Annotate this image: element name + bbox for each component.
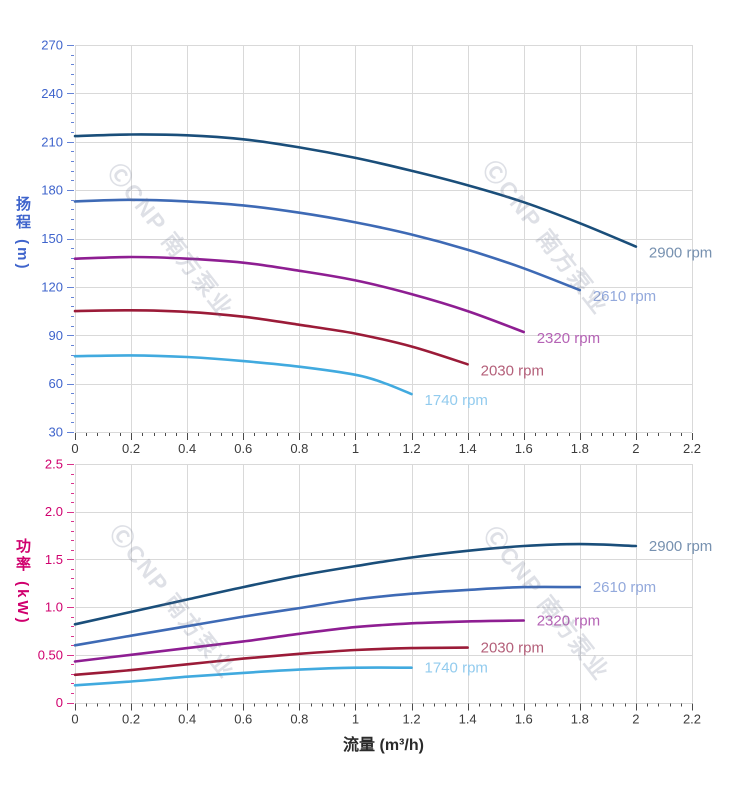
curve-label-2320-rpm: 2320 rpm xyxy=(537,612,600,629)
y-tick-label: 180 xyxy=(41,183,63,198)
y-tick-label: 90 xyxy=(49,328,63,343)
x-tick-label: 0.2 xyxy=(122,712,140,727)
curve-label-2900-rpm: 2900 rpm xyxy=(649,245,712,262)
head-curve-2320-rpm xyxy=(73,255,525,334)
x-tick-label: 0.6 xyxy=(234,712,252,727)
x-tick-label: 1.6 xyxy=(515,441,533,456)
y-axis-ticks xyxy=(67,45,74,433)
x-tick-label: 1.8 xyxy=(571,712,589,727)
x-tick-label: 0.6 xyxy=(234,441,252,456)
y-tick-label: 150 xyxy=(41,231,63,246)
y-tick-label: 1.5 xyxy=(45,552,63,567)
power-curve-2610-rpm xyxy=(73,585,582,647)
head-curve-2610-rpm xyxy=(73,198,582,292)
x-tick-label: 1.4 xyxy=(459,712,477,727)
y-tick-label: 210 xyxy=(41,134,63,149)
y-tick-label: 0.50 xyxy=(38,647,63,662)
y-tick-label: 240 xyxy=(41,86,63,101)
x-tick-label: 0 xyxy=(71,712,78,727)
power-curve-1740-rpm xyxy=(73,666,413,687)
x-tick-label: 2.2 xyxy=(683,441,701,456)
curve-label-2030-rpm: 2030 rpm xyxy=(481,640,544,657)
flow-axis-title: 流量 (m³/h) xyxy=(343,737,424,754)
x-tick-label: 0.8 xyxy=(290,441,308,456)
curve-label-2030-rpm: 2030 rpm xyxy=(481,362,544,379)
x-tick-label: 0.2 xyxy=(122,441,140,456)
x-axis-ticks xyxy=(75,433,693,440)
x-tick-label: 0.8 xyxy=(290,712,308,727)
x-tick-label: 1.8 xyxy=(571,441,589,456)
y-tick-label: 60 xyxy=(49,376,63,391)
x-axis-ticks xyxy=(75,703,693,711)
x-tick-label: 0.4 xyxy=(178,441,196,456)
x-tick-label: 1.4 xyxy=(459,441,477,456)
power-axis-title: 功率 (kW) xyxy=(14,538,31,626)
head-curve-2900-rpm xyxy=(73,133,638,248)
head-axis-title: 扬程 (m) xyxy=(14,196,31,272)
x-tick-label: 2 xyxy=(632,441,639,456)
gridlines xyxy=(75,45,693,433)
y-tick-label: 2.0 xyxy=(45,504,63,519)
power-curve-2030-rpm xyxy=(73,646,469,677)
head-curve-2030-rpm xyxy=(73,308,469,366)
x-tick-label: 0 xyxy=(71,441,78,456)
curve-label-2610-rpm: 2610 rpm xyxy=(593,288,656,305)
curve-label-2610-rpm: 2610 rpm xyxy=(593,579,656,596)
y-tick-label: 0 xyxy=(56,695,63,710)
gridlines xyxy=(75,464,693,704)
y-tick-label: 120 xyxy=(41,279,63,294)
power-curve-2900-rpm xyxy=(73,542,638,626)
x-tick-label: 1.6 xyxy=(515,712,533,727)
power-chart: 0 0.50 1.0 1.5 2.0 2.5 0 0.2 0.4 0.6 0.8 1 1.2 1.4 1.6… xyxy=(38,457,713,727)
y-axis-ticks xyxy=(67,464,74,704)
curve-label-2320-rpm: 2320 rpm xyxy=(537,330,600,347)
power-curve-2320-rpm xyxy=(73,619,525,663)
head-chart: 30 60 90 120 150 180 210 240 270 0 0.2 0.4 0.6 0.8 1 1.… xyxy=(41,38,712,457)
x-tick-label: 1 xyxy=(352,712,359,727)
x-tick-label: 2 xyxy=(632,712,639,727)
y-tick-label: 30 xyxy=(49,425,63,440)
curve-label-2900-rpm: 2900 rpm xyxy=(649,538,712,555)
head-curve-1740-rpm xyxy=(73,354,413,396)
y-tick-label: 2.5 xyxy=(45,457,63,472)
x-tick-label: 1 xyxy=(352,441,359,456)
curve-label-1740-rpm: 1740 rpm xyxy=(425,392,488,409)
y-tick-label: 270 xyxy=(41,38,63,53)
x-tick-label: 1.2 xyxy=(403,441,421,456)
x-tick-label: 2.2 xyxy=(683,712,701,727)
y-tick-label: 1.0 xyxy=(45,600,63,615)
curve-label-1740-rpm: 1740 rpm xyxy=(425,660,488,677)
x-tick-label: 0.4 xyxy=(178,712,196,727)
x-tick-label: 1.2 xyxy=(403,712,421,727)
